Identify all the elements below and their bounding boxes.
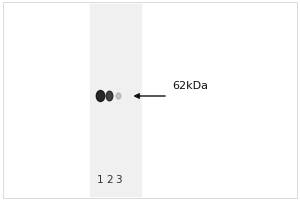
Text: 1: 1 (97, 175, 104, 185)
Ellipse shape (116, 93, 121, 99)
Ellipse shape (106, 91, 113, 101)
Text: 62kDa: 62kDa (172, 81, 208, 91)
Ellipse shape (96, 90, 105, 102)
Text: 2: 2 (106, 175, 113, 185)
Text: 3: 3 (115, 175, 122, 185)
Bar (90, 4, 141, 196)
